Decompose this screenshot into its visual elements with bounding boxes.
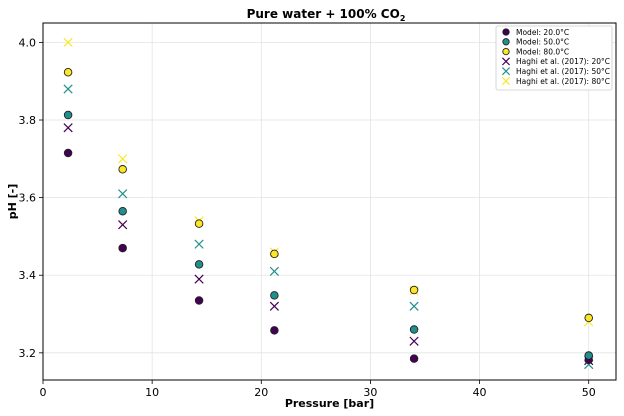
data-point-cross bbox=[63, 37, 73, 48]
x-tick-label: 10 bbox=[145, 386, 159, 399]
data-point-circle bbox=[270, 249, 279, 259]
x-tick-label: 20 bbox=[254, 386, 268, 399]
chart-title-main: Pure water + 100% CO bbox=[247, 7, 400, 21]
data-point-circle bbox=[118, 243, 127, 253]
series-model-80-0-c bbox=[63, 68, 593, 323]
legend-marker bbox=[501, 76, 511, 86]
data-point-circle bbox=[584, 351, 593, 360]
data-point-cross bbox=[269, 266, 280, 276]
series-haghi-et-al-2017-20-c bbox=[63, 123, 594, 366]
data-point-circle bbox=[194, 296, 204, 305]
data-point-circle bbox=[270, 326, 279, 335]
data-point-circle bbox=[118, 165, 127, 174]
series-model-20-0-c bbox=[63, 148, 593, 365]
data-point-circle bbox=[584, 313, 593, 323]
plot-frame bbox=[42, 22, 617, 381]
legend-marker bbox=[502, 28, 510, 36]
y-tick-label: 3.2 bbox=[19, 347, 37, 360]
data-point-circle bbox=[409, 325, 419, 334]
y-tick-label: 3.4 bbox=[19, 269, 37, 282]
data-point-cross bbox=[409, 336, 419, 346]
legend-marker bbox=[502, 38, 510, 46]
legend-label: Haghi et al. (2017): 50°C bbox=[516, 67, 610, 76]
data-point-cross bbox=[269, 301, 280, 311]
legend-marker bbox=[501, 67, 511, 76]
legend-label: Model: 80.0°C bbox=[516, 47, 569, 56]
x-axis-label: Pressure [bar] bbox=[285, 397, 374, 410]
data-point-cross bbox=[194, 274, 204, 284]
data-point-circle bbox=[194, 219, 204, 228]
data-point-circle bbox=[63, 148, 73, 158]
data-point-circle bbox=[409, 354, 419, 363]
data-point-cross bbox=[194, 239, 204, 249]
data-point-cross bbox=[63, 123, 73, 133]
y-tick-label: 4.0 bbox=[19, 36, 37, 49]
series-model-50-0-c bbox=[63, 110, 593, 360]
x-tick-label: 50 bbox=[582, 386, 596, 399]
legend-marker bbox=[502, 47, 510, 56]
data-point-circle bbox=[63, 68, 73, 77]
data-point-circle bbox=[194, 260, 204, 269]
data-point-circle bbox=[118, 206, 127, 216]
x-tick-label: 40 bbox=[473, 386, 487, 399]
legend-label: Model: 50.0°C bbox=[516, 38, 569, 47]
data-point-circle bbox=[270, 291, 279, 300]
data-point-cross bbox=[118, 220, 128, 230]
x-tick-label: 30 bbox=[363, 386, 377, 399]
data-point-circle bbox=[63, 110, 73, 120]
series-haghi-et-al-2017-50-c bbox=[63, 84, 594, 370]
data-point-cross bbox=[118, 154, 128, 164]
legend-label: Haghi et al. (2017): 80°C bbox=[516, 77, 610, 86]
data-point-circle bbox=[409, 285, 419, 295]
y-tick-label: 3.8 bbox=[19, 114, 37, 127]
legend-label: Model: 20.0°C bbox=[516, 28, 569, 37]
chart-title: Pure water + 100% CO2 bbox=[247, 7, 406, 23]
data-point-cross bbox=[63, 84, 73, 94]
data-point-cross bbox=[118, 189, 128, 199]
data-point-cross bbox=[409, 301, 419, 311]
y-tick-label: 3.6 bbox=[19, 192, 37, 205]
legend-box bbox=[495, 25, 613, 91]
legend-marker bbox=[501, 57, 511, 66]
data-points bbox=[63, 37, 594, 370]
legend-label: Haghi et al. (2017): 20°C bbox=[516, 57, 610, 66]
chart-title-subscript: 2 bbox=[400, 14, 406, 23]
y-axis-label: pH [-] bbox=[6, 184, 19, 220]
x-tick-label: 0 bbox=[40, 386, 47, 399]
axis-ticks: 0 10 20 30 40 50 3.2 3.4 3.6 3.8 4.0 bbox=[19, 36, 596, 399]
